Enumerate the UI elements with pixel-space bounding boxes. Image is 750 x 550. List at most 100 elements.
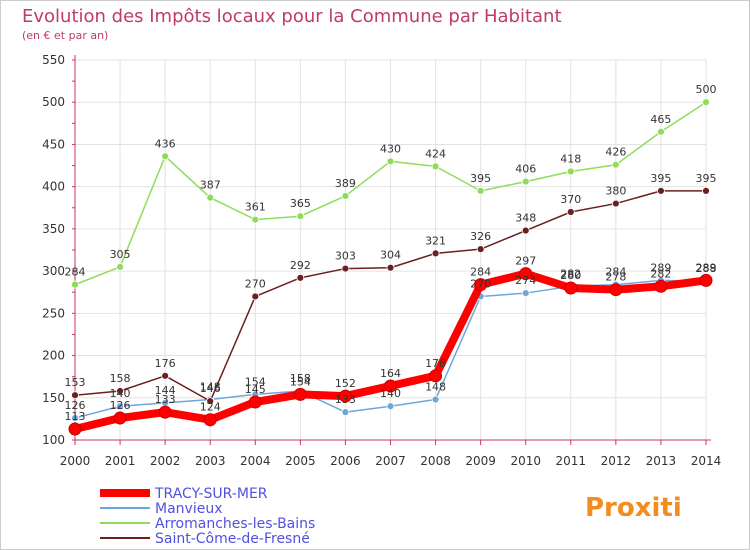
legend-label-2: Arromanches-les-Bains [155,516,315,532]
series-3-point-11 [566,208,575,216]
series-1-label-4: 154 [245,375,266,388]
series-1-point-7 [386,402,395,411]
y-tick-label-1: 150 [42,391,65,405]
series-2-point-1 [116,262,124,271]
series-3-label-1: 158 [110,372,131,385]
series-2-label-1: 305 [110,248,131,261]
legend-label-0: TRACY-SUR-MER [154,486,268,502]
series-2-label-10: 406 [515,163,536,176]
series-3-point-10 [521,226,530,235]
series-0-point-2 [158,405,172,419]
series-2-label-8: 424 [425,147,446,160]
proxiti-logo: Proxiti [585,493,682,523]
series-3-point-12 [611,199,620,208]
series-1-label-8: 148 [425,380,446,393]
x-tick-label-9: 2009 [465,454,496,468]
series-0-label-14: 289 [696,261,717,274]
series-3-label-3: 146 [200,382,221,395]
series-0-point-8 [429,369,443,383]
chart-title: Evolution des Impôts locaux pour la Comm… [22,6,562,27]
y-tick-label-0: 100 [42,433,65,447]
series-0-label-11: 280 [560,269,581,282]
series-3-label-14: 395 [696,172,717,185]
series-1-label-6: 133 [335,393,356,406]
x-tick-label-8: 2008 [420,454,451,468]
series-0-label-6: 152 [335,377,356,390]
series-3-label-0: 153 [65,376,86,389]
series-1-label-2: 144 [155,384,176,397]
logo-text: Proxiti [585,493,682,523]
series-3-point-5 [296,273,305,282]
series-1-point-10 [521,289,530,297]
series-0-label-4: 145 [245,383,266,396]
series-1-label-12: 284 [605,266,626,279]
x-tick-label-10: 2010 [510,454,541,468]
series-2-point-14 [702,98,710,107]
series-0-point-6 [338,389,352,403]
series-3-point-13 [657,186,665,195]
series-3-label-11: 370 [560,193,581,206]
x-tick-label-0: 2000 [60,454,91,468]
legend-label-3: Saint-Côme-de-Fresné [155,531,310,547]
series-2-label-0: 284 [65,266,86,279]
series-1-label-14: 288 [696,262,717,275]
series-0-label-2: 133 [155,393,176,406]
y-tick-label-5: 350 [42,222,65,236]
x-tick-label-13: 2013 [646,454,677,468]
series-3-label-10: 348 [515,212,536,225]
series-3-point-3 [206,397,215,406]
series-2-label-4: 361 [245,201,266,214]
series-0-label-3: 124 [200,401,221,414]
series-1-label-3: 148 [200,380,221,393]
series-2-label-11: 418 [560,152,581,165]
series-0-label-12: 278 [605,271,626,284]
series-3-label-2: 176 [155,357,176,370]
series-1-label-7: 140 [380,387,401,400]
series-0-point-11 [564,281,578,295]
series-3-point-1 [116,387,124,395]
series-2-label-5: 365 [290,197,311,210]
series-2-point-10 [521,177,530,186]
x-tick-label-14: 2014 [691,454,722,468]
y-tick-label-2: 200 [42,349,65,363]
series-0-point-3 [203,413,217,427]
series-2-label-12: 426 [605,146,626,159]
series-1-label-10: 274 [515,274,536,287]
series-2-point-8 [431,162,440,171]
series-3-point-14 [702,186,710,195]
series-1-point-1 [116,402,124,411]
series-3-point-9 [476,245,485,254]
series-0-point-13 [654,279,668,293]
series-0-point-1 [113,411,127,425]
series-1-label-1: 140 [110,387,131,400]
series-2-point-13 [657,127,665,136]
series-1-label-13: 289 [650,261,671,274]
series-3-label-12: 380 [605,185,626,198]
series-0-point-12 [609,283,623,297]
series-3-label-7: 304 [380,249,401,262]
x-tick-label-1: 2001 [105,454,136,468]
series-0-label-5: 154 [290,375,311,388]
y-tick-label-4: 300 [42,264,65,278]
series-3-point-0 [71,391,79,400]
series-0-point-0 [68,422,82,436]
series-2-point-5 [296,212,305,221]
y-tick-label-7: 450 [42,137,65,151]
series-3-point-7 [386,263,395,272]
series-3-label-6: 303 [335,250,356,263]
series-0-point-5 [293,387,307,401]
series-3-label-8: 321 [425,234,446,247]
series-2-point-0 [71,280,79,289]
x-tick-label-11: 2011 [556,454,587,468]
series-2-point-12 [611,160,620,169]
series-0-point-10 [519,267,533,281]
series-2-label-14: 500 [696,83,717,96]
series-2-point-11 [566,167,575,176]
legend: TRACY-SUR-MERManvieuxArromanches-les-Bai… [100,486,315,547]
series-3-point-2 [161,371,170,380]
series-3-label-4: 270 [245,277,266,290]
series-3-label-9: 326 [470,230,491,243]
series-3-label-13: 395 [650,172,671,185]
